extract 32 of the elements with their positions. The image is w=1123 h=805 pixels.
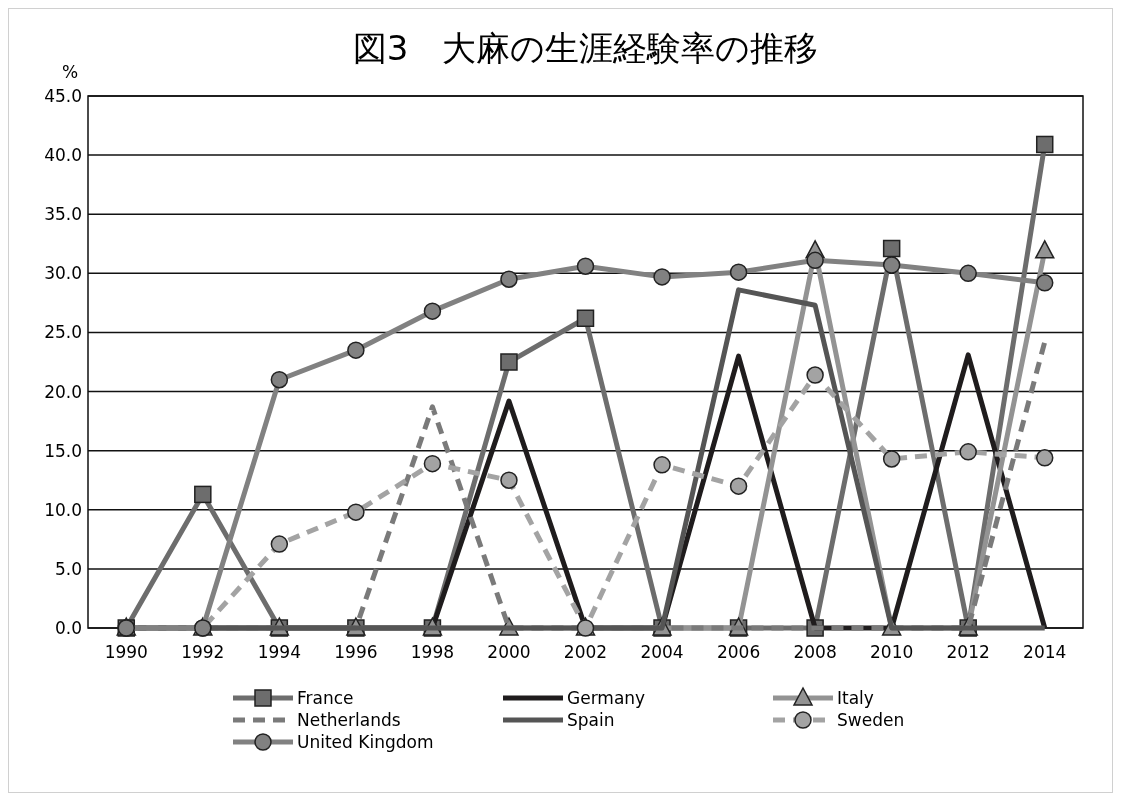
x-tick-label: 1990 bbox=[104, 642, 148, 662]
legend-label: Germany bbox=[567, 688, 646, 708]
chart-title: 図3 大麻の生涯経験率の推移 bbox=[352, 28, 819, 68]
x-tick-label: 1992 bbox=[181, 642, 225, 662]
legend-label: Sweden bbox=[837, 710, 905, 730]
legend-label: France bbox=[297, 688, 354, 708]
y-tick-label: 10.0 bbox=[44, 499, 82, 520]
y-tick-label: 30.0 bbox=[44, 263, 82, 284]
x-tick-label: 1998 bbox=[410, 642, 455, 662]
y-tick-label: 40.0 bbox=[44, 145, 82, 166]
y-tick-label: 5.0 bbox=[54, 558, 82, 579]
y-axis-title: % bbox=[61, 62, 79, 82]
x-tick-label: 2010 bbox=[870, 642, 914, 662]
x-tick-label: 2004 bbox=[640, 642, 684, 662]
x-tick-label: 1996 bbox=[334, 642, 378, 662]
legend-label: Spain bbox=[567, 710, 615, 730]
x-tick-label: 1994 bbox=[257, 642, 301, 662]
x-tick-label: 2014 bbox=[1023, 642, 1067, 662]
x-tick-label: 2002 bbox=[563, 642, 608, 662]
y-tick-label: 15.0 bbox=[44, 440, 82, 461]
y-tick-label: 35.0 bbox=[44, 204, 82, 225]
x-tick-label: 2000 bbox=[487, 642, 531, 662]
y-tick-label: 45.0 bbox=[44, 86, 82, 106]
x-tick-label: 2008 bbox=[793, 642, 837, 662]
x-tick-label: 2006 bbox=[716, 642, 761, 662]
legend-label: United Kingdom bbox=[297, 732, 434, 752]
legend-label: Netherlands bbox=[297, 710, 401, 730]
x-tick-label: 2012 bbox=[946, 642, 990, 662]
legend-label: Italy bbox=[837, 688, 874, 708]
y-tick-label: 0.0 bbox=[54, 618, 82, 638]
y-tick-label: 20.0 bbox=[44, 381, 82, 402]
y-tick-label: 25.0 bbox=[44, 322, 82, 343]
